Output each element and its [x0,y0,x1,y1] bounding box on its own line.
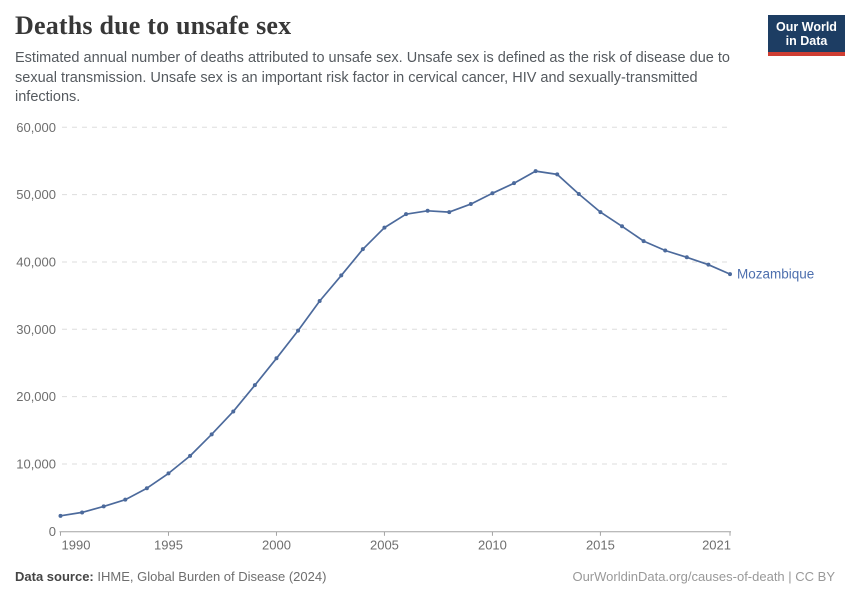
chart-footer: Data source: IHME, Global Burden of Dise… [15,569,835,584]
data-point-1998[interactable] [231,409,236,414]
page-title: Deaths due to unsafe sex [15,11,292,40]
data-point-2012[interactable] [533,169,538,174]
y-axis-label-10000: 10,000 [16,456,56,471]
y-axis-label-40000: 40,000 [16,254,56,269]
data-point-1995[interactable] [166,471,171,476]
data-point-2021[interactable] [728,272,732,277]
y-axis-label-0: 0 [49,524,56,539]
data-source-label: Data source: [15,569,94,584]
data-point-2002[interactable] [317,299,322,304]
data-point-2004[interactable] [360,247,365,252]
x-axis-label-2021: 2021 [702,538,731,553]
chart-header: Deaths due to unsafe sex Estimated annua… [15,10,835,108]
data-point-2017[interactable] [641,239,646,244]
data-point-2007[interactable] [425,208,430,213]
y-axis-label-30000: 30,000 [16,322,56,337]
data-point-2000[interactable] [274,356,279,361]
data-point-1992[interactable] [101,504,106,509]
data-point-2016[interactable] [620,224,625,229]
x-axis-label-1995: 1995 [154,538,183,553]
data-point-2013[interactable] [555,172,560,177]
license-note[interactable]: OurWorldinData.org/causes-of-death | CC … [572,569,835,584]
data-point-1999[interactable] [252,383,257,388]
data-point-2006[interactable] [404,212,409,217]
data-point-1994[interactable] [144,486,149,491]
data-point-2020[interactable] [706,262,711,267]
data-source-text: IHME, Global Burden of Disease (2024) [93,569,327,584]
data-point-1997[interactable] [209,432,214,437]
data-point-2014[interactable] [576,191,581,196]
data-point-1990[interactable] [58,513,63,518]
y-axis-label-50000: 50,000 [16,187,56,202]
x-axis-label-1990: 1990 [62,538,91,553]
data-point-1991[interactable] [80,510,85,515]
series-line-mozambique[interactable] [59,170,731,517]
data-point-2018[interactable] [663,248,668,253]
data-point-2011[interactable] [512,181,517,186]
owid-logo[interactable]: Our World in Data [768,15,845,56]
x-axis-label-2015: 2015 [586,538,615,553]
data-point-2019[interactable] [684,255,689,260]
data-point-1996[interactable] [188,453,193,458]
x-axis-label-2000: 2000 [262,538,291,553]
x-axis-label-2010: 2010 [478,538,507,553]
x-axis-label-2005: 2005 [370,538,399,553]
series-label-mozambique: Mozambique [737,267,814,282]
y-axis-label-20000: 20,000 [16,389,56,404]
data-point-2015[interactable] [598,210,603,215]
chart-subtitle: Estimated annual number of deaths attrib… [15,50,730,105]
data-point-2008[interactable] [447,210,452,215]
y-axis-label-60000: 60,000 [16,120,56,135]
data-source-note: Data source: IHME, Global Burden of Dise… [15,569,326,584]
owid-logo-line2: in Data [785,34,828,48]
data-point-2005[interactable] [382,225,387,230]
data-point-2003[interactable] [339,273,344,278]
data-point-2010[interactable] [490,191,495,196]
data-point-2001[interactable] [296,328,301,333]
owid-logo-line1: Our World [776,20,837,34]
data-point-1993[interactable] [123,497,128,502]
data-point-2009[interactable] [468,202,473,207]
